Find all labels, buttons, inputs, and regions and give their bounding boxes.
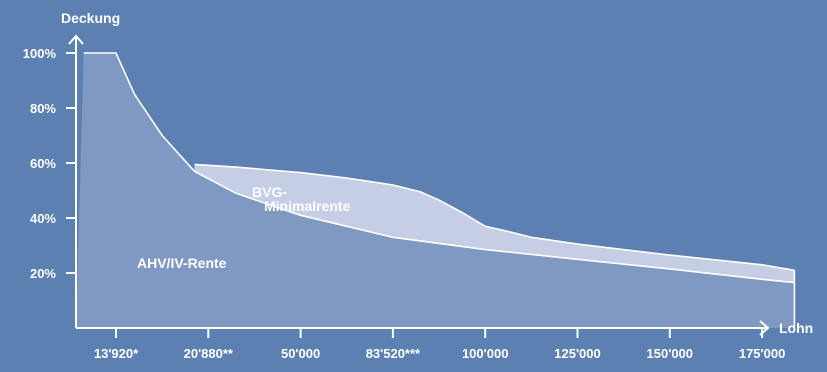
- bvg-minimalrente-line: [194, 163, 795, 272]
- area-labels: AHV/IV-Rente BVG-Minimalrente: [137, 184, 351, 271]
- y-axis-ticks: 20% 40% 60% 80% 100%: [23, 46, 76, 281]
- x-tick-label: 100'000: [462, 346, 508, 361]
- ahv-iv-rente-label: AHV/IV-Rente: [137, 255, 227, 271]
- chart-areas: [76, 52, 796, 328]
- x-tick-label: 175'000: [739, 346, 785, 361]
- y-axis-title: Deckung: [61, 10, 120, 26]
- x-axis-title: Lohn: [779, 320, 813, 336]
- x-tick-label: 50'000: [281, 346, 320, 361]
- x-tick-label: 20'880**: [184, 346, 234, 361]
- x-tick-label: 150'000: [647, 346, 693, 361]
- y-tick-label: 100%: [23, 46, 57, 61]
- bvg-minimalrente-area: [194, 164, 795, 283]
- y-tick-label: 80%: [30, 101, 56, 116]
- x-tick-label: 125'000: [554, 346, 600, 361]
- y-tick-label: 20%: [30, 266, 56, 281]
- x-tick-label: 83'520***: [366, 346, 421, 361]
- bvg-minimalrente-label: BVG-Minimalrente: [252, 184, 351, 214]
- chart-axes: [68, 34, 770, 336]
- y-tick-label: 60%: [30, 156, 56, 171]
- y-tick-label: 40%: [30, 211, 56, 226]
- x-axis-ticks: 13'920* 20'880** 50'000 83'520*** 100'000 125…: [94, 328, 785, 361]
- y-axis-arrow-icon: [68, 34, 84, 45]
- ahv-iv-rente-line: [83, 52, 795, 284]
- x-tick-label: 13'920*: [94, 346, 139, 361]
- ahv-iv-rente-area: [76, 53, 795, 328]
